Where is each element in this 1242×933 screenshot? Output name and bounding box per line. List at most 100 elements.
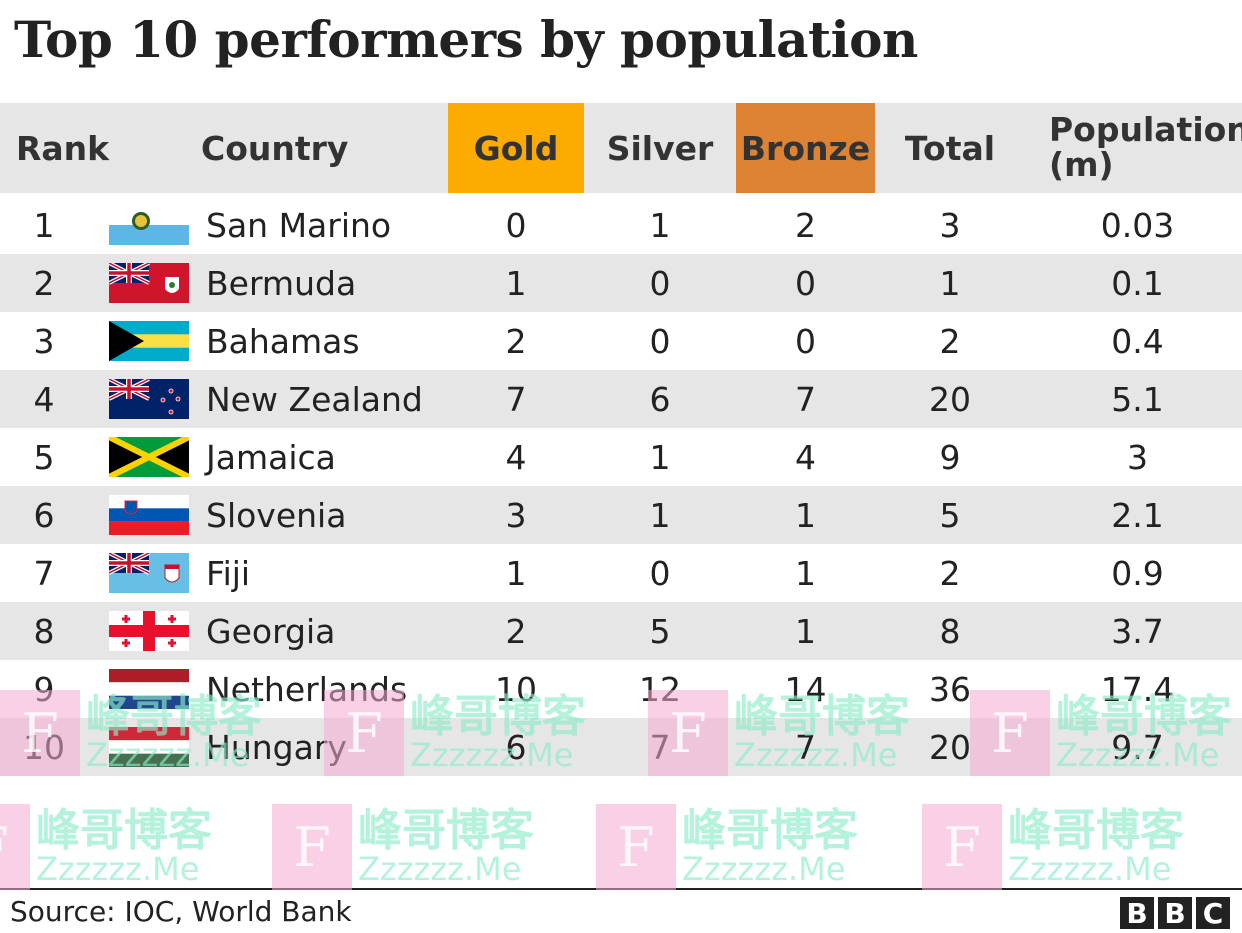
jamaica-flag-icon <box>107 434 191 480</box>
watermark-url: Zzzzzz.Me <box>734 736 898 774</box>
header-population-line2: (m) <box>1049 145 1114 184</box>
watermark-logo-icon: F <box>324 690 404 776</box>
watermark-chinese: 峰哥博客 <box>682 805 858 856</box>
fiji-flag-icon <box>108 551 189 593</box>
cell-gold: 1 <box>505 553 527 593</box>
watermark-chinese: 峰哥博客 <box>1056 691 1232 742</box>
source-note: Source: IOC, World Bank <box>10 895 352 928</box>
cell-country: Bermuda <box>206 263 357 303</box>
cell-silver: 0 <box>649 321 671 361</box>
watermark-url: Zzzzzz.Me <box>1056 736 1220 774</box>
cell-rank: 8 <box>33 611 55 651</box>
watermark-url: Zzzzzz.Me <box>36 850 200 888</box>
watermark-url: Zzzzzz.Me <box>358 850 522 888</box>
cell-rank: 1 <box>33 205 55 245</box>
header-population: Population (m) <box>1049 103 1242 193</box>
bbc-logo: B B C <box>1120 897 1230 930</box>
san-marino-flag-icon <box>109 205 189 245</box>
cell-bronze: 0 <box>795 321 816 361</box>
cell-population: 3.7 <box>1111 611 1164 651</box>
cell-silver: 1 <box>649 437 671 477</box>
watermark-logo-icon: F <box>970 690 1050 776</box>
new-zealand-flag-icon <box>108 377 189 419</box>
watermark-text: 峰哥博客 Zzzzzz.Me <box>358 809 534 888</box>
cell-silver: 1 <box>649 495 671 535</box>
cell-gold: 3 <box>505 495 527 535</box>
cell-rank: 5 <box>33 437 55 477</box>
watermark-chinese: 峰哥博客 <box>1008 805 1184 856</box>
table-row: 6 Slovenia 3 1 1 5 2.1 <box>0 486 1242 544</box>
bahamas-flag-icon <box>109 321 189 361</box>
cell-rank: 7 <box>33 553 55 593</box>
header-population-line1: Population <box>1049 110 1242 150</box>
cell-country: Slovenia <box>206 495 347 535</box>
cell-bronze: 1 <box>795 611 816 651</box>
cell-bronze: 7 <box>795 379 816 419</box>
watermark-url: Zzzzzz.Me <box>410 736 574 774</box>
cell-bronze: 14 <box>784 669 827 709</box>
cell-country: Bahamas <box>206 321 360 361</box>
cell-population: 0.1 <box>1111 263 1164 303</box>
bbc-logo-letter: B <box>1158 897 1192 930</box>
cell-silver: 0 <box>649 263 671 303</box>
cell-gold: 7 <box>505 379 527 419</box>
watermark-url: Zzzzzz.Me <box>86 736 250 774</box>
cell-bronze: 0 <box>795 263 816 303</box>
cell-rank: 3 <box>33 321 55 361</box>
georgia-flag-icon <box>109 611 189 651</box>
bermuda-flag-icon <box>108 261 189 303</box>
table-header: Rank Country Gold Silver Bronze Total Po… <box>0 103 1242 193</box>
watermark-url: Zzzzzz.Me <box>682 850 846 888</box>
watermark-text: 峰哥博客 Zzzzzz.Me <box>1008 805 1184 888</box>
cell-population: 9.7 <box>1111 727 1164 767</box>
table-row: 5 Jamaica 4 1 4 9 3 <box>0 428 1242 486</box>
cell-gold: 0 <box>505 205 527 245</box>
cell-gold: 6 <box>505 727 527 767</box>
watermark-logo-icon: F <box>648 690 728 776</box>
cell-gold: 2 <box>505 611 527 651</box>
table-row: 4 New Zealand 7 6 7 20 5.1 <box>0 370 1242 428</box>
netherlands-flag-icon <box>109 669 189 709</box>
cell-country: San Marino <box>206 205 392 245</box>
cell-silver: 0 <box>649 553 671 593</box>
cell-silver: 6 <box>649 379 671 419</box>
cell-country: Jamaica <box>206 437 336 477</box>
cell-silver: 1 <box>649 205 671 245</box>
watermark-text: 峰哥博客 Zzzzzz.Me <box>682 805 858 888</box>
hungary-flag-icon <box>109 727 189 767</box>
cell-country: Hungary <box>206 727 347 767</box>
cell-total: 5 <box>939 495 961 535</box>
header-country: Country <box>201 128 349 168</box>
cell-gold: 1 <box>505 263 527 303</box>
table-row: 8 Georgia 2 5 1 8 3.7 <box>0 602 1242 660</box>
header-bronze: Bronze <box>736 103 875 193</box>
chart-title: Top 10 performers by population <box>14 10 918 69</box>
cell-bronze: 2 <box>795 205 816 245</box>
cell-total: 36 <box>929 669 971 709</box>
cell-total: 8 <box>939 611 961 651</box>
watermark-url: Zzzzzz.Me <box>1008 850 1172 888</box>
watermark-chinese: 峰哥博客 <box>86 691 262 742</box>
cell-rank: 2 <box>33 263 55 303</box>
watermark-text: 峰哥博客 Zzzzzz.Me <box>86 691 262 774</box>
cell-bronze: 7 <box>795 727 816 767</box>
cell-rank: 4 <box>33 379 55 419</box>
cell-population: 0.9 <box>1111 553 1164 593</box>
slovenia-flag-icon <box>109 495 189 535</box>
cell-silver: 5 <box>649 611 671 651</box>
cell-total: 3 <box>939 205 961 245</box>
watermark-logo-icon: F <box>922 804 1002 890</box>
cell-bronze: 1 <box>795 495 816 535</box>
cell-total: 9 <box>939 437 961 477</box>
watermark-logo-icon: F <box>0 804 30 890</box>
cell-total: 20 <box>929 379 971 419</box>
cell-population: 0.03 <box>1100 205 1175 245</box>
bbc-logo-letter: C <box>1196 897 1230 930</box>
